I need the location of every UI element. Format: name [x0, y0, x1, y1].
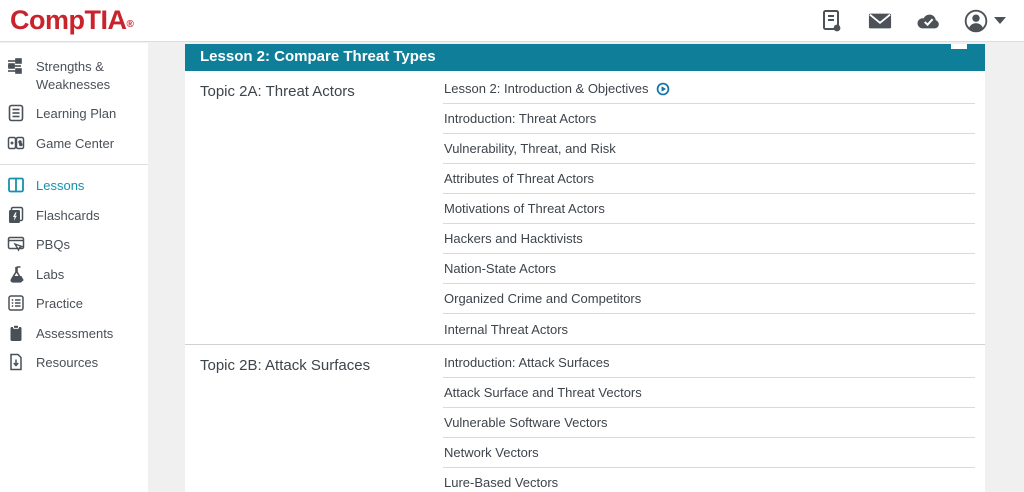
lesson-item[interactable]: Network Vectors [443, 438, 975, 468]
notes-report-icon[interactable] [820, 9, 844, 33]
sidebar-item-game-center[interactable]: Game Center [0, 129, 148, 159]
lesson-panel: Lesson 2: Compare Threat Types Topic 2A:… [185, 44, 985, 492]
topic-section-2a: Topic 2A: Threat Actors Lesson 2: Introd… [185, 71, 985, 344]
sidebar-item-label: Strengths & Weaknesses [36, 59, 111, 92]
sidebar-item-resources[interactable]: Resources [0, 348, 148, 378]
top-bar: CompTIA® [0, 0, 1024, 42]
topic-title: Topic 2A: Threat Actors [200, 83, 355, 100]
lesson-item[interactable]: Attributes of Threat Actors [443, 164, 975, 194]
sidebar-item-label: Resources [36, 355, 99, 371]
lesson-item[interactable]: Attack Surface and Threat Vectors [443, 378, 975, 408]
registered-mark: ® [126, 19, 134, 30]
sidebar-item-assessments[interactable]: Assessments [0, 319, 148, 349]
lesson-item[interactable]: Organized Crime and Competitors [443, 284, 975, 314]
lesson-item[interactable]: Lesson 2: Introduction & Objectives [443, 74, 975, 104]
practice-list-icon [7, 294, 25, 312]
sidebar-item-practice[interactable]: Practice [0, 289, 148, 319]
lesson-item[interactable]: Vulnerability, Threat, and Risk [443, 134, 975, 164]
topic-section-2b: Topic 2B: Attack Surfaces Introduction: … [185, 344, 985, 492]
open-book-icon [7, 176, 25, 194]
sidebar-item-pbqs[interactable]: PBQs [0, 230, 148, 260]
lesson-item[interactable]: Introduction: Threat Actors [443, 104, 975, 134]
pbq-icon [7, 235, 25, 253]
learning-plan-icon [7, 104, 25, 122]
lesson-item[interactable]: Hackers and Hacktivists [443, 224, 975, 254]
lesson-item-list: Lesson 2: Introduction & Objectives Intr… [443, 71, 975, 344]
clipboard-icon [7, 324, 25, 342]
sidebar-item-label: PBQs [36, 237, 70, 253]
caret-down-icon [994, 17, 1006, 24]
lesson-item-list: Introduction: Attack Surfaces Attack Sur… [443, 345, 975, 492]
flask-icon [7, 265, 25, 283]
sidebar-item-flashcards[interactable]: Flashcards [0, 201, 148, 231]
lesson-item[interactable]: Nation-State Actors [443, 254, 975, 284]
account-menu-button[interactable] [964, 9, 1006, 33]
game-center-icon [7, 134, 25, 152]
account-avatar-icon [964, 9, 988, 33]
sidebar-item-label: Labs [36, 266, 65, 282]
sidebar-item-strengths-weaknesses[interactable]: Strengths & Weaknesses [0, 52, 148, 99]
mail-icon[interactable] [868, 9, 892, 33]
sidebar-item-label: Practice [36, 296, 83, 312]
sidebar-item-label: Assessments [36, 325, 114, 341]
sidebar-item-label: Game Center [36, 135, 115, 151]
sidebar-item-labs[interactable]: Labs [0, 260, 148, 290]
lesson-item[interactable]: Internal Threat Actors [444, 321, 569, 337]
cloud-sync-icon[interactable] [916, 9, 940, 33]
sidebar-item-label: Learning Plan [36, 106, 117, 122]
lesson-header: Lesson 2: Compare Threat Types [185, 44, 985, 71]
top-bar-actions [820, 9, 1006, 33]
lesson-item[interactable]: Motivations of Threat Actors [443, 194, 975, 224]
sidebar-divider [0, 164, 148, 166]
sidebar-item-lessons[interactable]: Lessons [0, 171, 148, 201]
play-circle-icon[interactable] [656, 82, 670, 96]
lesson-item[interactable]: Lure-Based Vectors [443, 468, 975, 492]
comptia-logo[interactable]: CompTIA® [10, 5, 134, 35]
lesson-item[interactable]: Introduction: Attack Surfaces [443, 348, 975, 378]
sidebar: Strengths & Weaknesses Learning Plan Gam… [0, 43, 148, 492]
sidebar-item-learning-plan[interactable]: Learning Plan [0, 99, 148, 129]
collapse-section-icon[interactable] [951, 44, 967, 49]
lesson-item[interactable]: Vulnerable Software Vectors [443, 408, 975, 438]
lesson-title: Lesson 2: Compare Threat Types [200, 48, 436, 65]
levels-icon [7, 57, 25, 75]
flashcards-icon [7, 206, 25, 224]
sidebar-item-label: Flashcards [36, 207, 100, 223]
topic-title: Topic 2B: Attack Surfaces [200, 357, 371, 374]
download-doc-icon [7, 353, 25, 371]
sidebar-item-label: Lessons [36, 178, 85, 194]
